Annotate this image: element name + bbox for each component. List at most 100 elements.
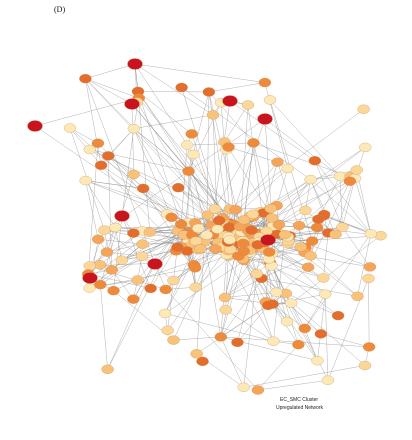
gene-node (258, 77, 272, 88)
gene-node (222, 95, 238, 107)
edge (273, 234, 286, 342)
gene-node (185, 129, 198, 139)
gene-node (267, 336, 280, 346)
gene-node (223, 235, 236, 245)
edge (225, 309, 274, 342)
gene-node (362, 342, 376, 352)
gene-node (98, 225, 111, 235)
gene-node (245, 225, 258, 235)
edge (257, 380, 328, 391)
edge (173, 336, 221, 341)
edge (133, 128, 189, 223)
gene-node (223, 222, 236, 232)
edge (97, 143, 144, 189)
gene-node (200, 230, 213, 240)
edge (85, 78, 133, 105)
gene-node (187, 149, 200, 160)
edge (276, 292, 322, 334)
edge (277, 162, 306, 248)
gene-node (306, 236, 319, 246)
gene-node (272, 219, 286, 230)
edge (188, 171, 196, 223)
gene-node (92, 234, 105, 244)
edge (304, 294, 326, 329)
gene-node (270, 287, 283, 297)
edge (320, 333, 370, 348)
gene-node (292, 220, 306, 231)
edge (85, 63, 136, 79)
gene-node (167, 335, 180, 345)
edge (138, 91, 209, 93)
gene-node (298, 323, 311, 334)
edge (267, 267, 309, 306)
gene-node (127, 294, 140, 304)
gene-node (211, 224, 224, 234)
edge (276, 147, 366, 206)
nodes (27, 58, 387, 395)
gene-node (222, 142, 235, 152)
gene-node (127, 228, 140, 238)
gene-node (229, 205, 242, 215)
gene-node (310, 222, 324, 233)
edge (121, 128, 135, 217)
gene-node (261, 300, 275, 311)
edge (220, 260, 245, 337)
gene-node (143, 227, 156, 237)
gene-node (363, 262, 377, 272)
gene-node (299, 205, 312, 216)
edge (263, 162, 278, 214)
gene-node (94, 160, 108, 170)
gene-node (351, 291, 364, 301)
gene-node (237, 215, 251, 225)
gene-node (91, 138, 105, 148)
edge (137, 91, 231, 224)
edge (314, 160, 343, 228)
gene-node (358, 360, 372, 371)
gene-node (137, 183, 150, 194)
gene-node (147, 258, 163, 270)
gene-node (159, 284, 172, 295)
edge (229, 109, 364, 210)
edge (357, 233, 372, 297)
edge (272, 303, 305, 329)
edge (243, 142, 254, 220)
gene-node (175, 82, 188, 93)
edge (271, 265, 326, 295)
gene-node (231, 337, 244, 348)
gene-node (144, 283, 157, 294)
edge (354, 178, 372, 234)
gene-node (364, 229, 378, 239)
gene-node (180, 140, 194, 150)
edge (310, 179, 372, 234)
edge (204, 241, 222, 337)
gene-node (192, 223, 205, 234)
gene-node (124, 98, 140, 110)
edge (324, 294, 329, 381)
caption-line: EC_SMC Cluster (280, 397, 318, 403)
gene-node (127, 169, 140, 180)
edge (289, 232, 329, 237)
edge (243, 273, 258, 388)
edge (136, 101, 212, 226)
gene-node (250, 269, 264, 279)
gene-node (79, 73, 92, 84)
gene-node (265, 213, 279, 223)
gene-node (101, 364, 114, 374)
edge (276, 168, 288, 206)
edge (131, 103, 134, 175)
gene-node (308, 156, 321, 166)
gene-node (241, 100, 255, 110)
gene-node (263, 247, 276, 257)
caption-line: Upregulated Network (276, 405, 323, 411)
gene-node (83, 283, 96, 293)
edge (85, 78, 102, 166)
gene-node (214, 332, 227, 342)
gene-node (362, 273, 375, 284)
edge (85, 78, 223, 218)
gene-node (218, 292, 232, 303)
gene-node (127, 58, 143, 70)
gene-node (312, 214, 325, 224)
edge (270, 262, 324, 279)
gene-node (202, 87, 216, 97)
